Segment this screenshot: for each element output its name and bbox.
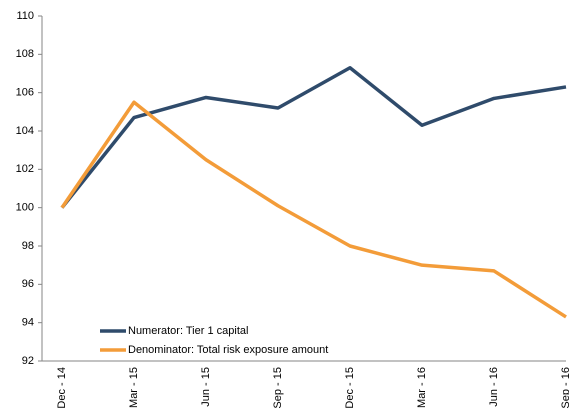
x-tick-label: Jun - 15 (200, 367, 212, 407)
y-tick-label: 92 (22, 355, 34, 367)
x-tick-label: Mar - 16 (416, 367, 428, 408)
x-tick-label: Dec - 15 (344, 367, 356, 409)
legend-label: Denominator: Total risk exposure amount (128, 344, 328, 356)
y-tick-label: 106 (16, 87, 34, 99)
y-tick-label: 102 (16, 163, 34, 175)
y-tick-label: 94 (22, 317, 34, 329)
series-line (60, 66, 567, 209)
x-tick-label: Sep - 15 (272, 367, 284, 409)
x-tick-label: Dec - 14 (56, 367, 68, 409)
legend-label: Numerator: Tier 1 capital (128, 325, 248, 337)
x-tick-label: Jun - 16 (488, 367, 500, 407)
y-tick-label: 110 (16, 10, 34, 22)
y-tick-label: 108 (16, 48, 34, 60)
x-tick-label: Mar - 15 (128, 367, 140, 408)
series-line (60, 100, 567, 319)
x-tick-label: Sep - 16 (560, 367, 569, 409)
y-tick-label: 100 (16, 202, 34, 214)
y-tick-label: 98 (22, 240, 34, 252)
y-tick-label: 104 (16, 125, 34, 137)
y-tick-label: 96 (22, 278, 34, 290)
